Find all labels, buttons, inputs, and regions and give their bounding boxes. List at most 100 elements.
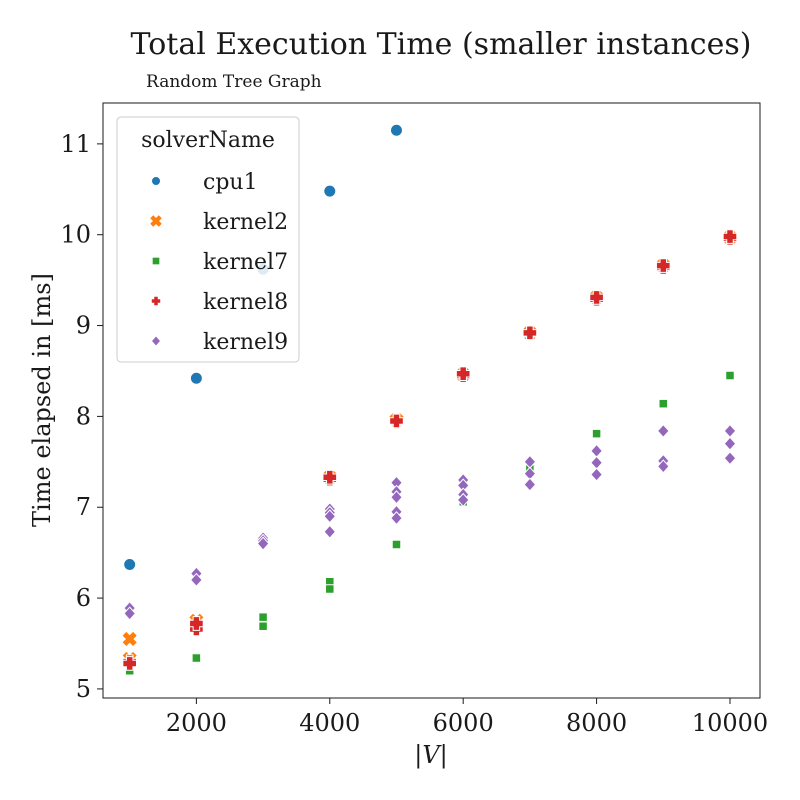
marker-shape [258,621,268,631]
marker-shape [323,509,337,524]
data-point-kernel7 [658,398,669,409]
data-point-kernel8 [322,469,338,485]
y-tick-label: 11 [60,130,91,158]
legend-label-kernel8: kernel8 [203,290,288,315]
plot-frame [102,102,761,699]
data-point-kernel7 [191,653,202,663]
data-point-kernel9 [390,490,403,505]
data-point-kernel8 [389,413,404,429]
x-tick-label: 2000 [166,709,227,737]
marker-shape [723,451,737,466]
marker-shape [151,256,161,266]
series-kernel9 [123,423,737,621]
legend-entry-kernel2: kernel2 [149,210,288,235]
marker-shape [655,258,671,273]
legend-label-kernel2: kernel2 [203,210,288,235]
marker-shape [656,423,670,439]
legend-entry-kernel7: kernel7 [151,250,288,275]
x-tick-label: 8000 [566,709,627,737]
marker-shape [322,469,338,485]
legend-marker-kernel9 [150,335,162,347]
marker-shape [151,176,161,186]
marker-shape [391,539,402,550]
marker-shape [590,467,603,482]
data-point-kernel9 [656,423,670,439]
marker-shape [591,428,602,439]
x-tick-label: 4000 [299,709,360,737]
chart-subtitle: Random Tree Graph [146,72,322,92]
data-point-kernel9 [256,536,270,551]
data-point-kernel9 [590,467,603,482]
data-point-kernel9 [390,511,403,526]
data-point-kernel9 [323,509,337,524]
marker-shape [589,290,604,305]
data-point-cpu1 [189,371,203,385]
legend-entry-kernel9: kernel9 [150,330,288,355]
legend-marker-kernel2 [149,214,163,228]
y-tick-label: 10 [60,221,91,249]
data-point-kernel9 [523,477,537,492]
marker-shape [658,398,669,409]
marker-shape [323,524,337,539]
data-point-kernel8 [589,290,604,305]
data-point-kernel9 [323,524,337,539]
marker-shape [189,371,203,385]
y-axis-label: Time elapsed in [ms] [28,273,56,527]
marker-shape [390,511,403,526]
y-tick-label: 7 [76,493,91,521]
marker-shape [189,616,204,631]
data-point-kernel8 [722,229,738,244]
marker-shape [323,184,337,198]
marker-shape [122,631,137,647]
marker-shape [723,436,737,451]
marker-shape [123,606,137,621]
marker-shape [325,584,335,594]
marker-shape [122,656,138,671]
y-tick-label: 6 [76,584,91,612]
data-point-kernel9 [723,451,737,466]
legend-entry-cpu1: cpu1 [151,170,258,195]
data-point-kernel8 [455,366,471,382]
legend-label-cpu1: cpu1 [203,170,258,195]
legend-title: solverName [141,128,275,153]
y-tick-label: 8 [76,402,91,430]
marker-shape [389,123,403,137]
y-tick-label: 9 [76,312,91,340]
legend-entry-kernel8: kernel8 [150,290,288,315]
marker-shape [123,557,137,571]
data-point-kernel8 [522,325,538,341]
legend-label-kernel7: kernel7 [203,250,288,275]
marker-shape [455,366,471,382]
data-point-cpu1 [389,123,403,137]
series-kernel8 [122,229,738,671]
data-point-kernel9 [123,606,137,621]
x-tick-label: 6000 [433,709,494,737]
marker-shape [150,295,162,307]
marker-shape [523,477,537,492]
marker-shape [725,370,735,381]
data-point-kernel7 [391,539,402,550]
data-point-kernel9 [190,572,203,587]
legend: solverName cpu1 kernel2 kernel7 kernel8 kerne… [116,116,300,363]
marker-shape [389,413,404,429]
data-point-cpu1 [123,557,137,571]
legend-marker-kernel7 [151,256,161,266]
marker-shape [656,459,670,474]
marker-shape [390,490,403,505]
marker-shape [191,653,202,663]
legend-label-kernel9: kernel9 [203,330,288,355]
legend-marker-kernel8 [150,295,162,307]
marker-shape [722,229,738,244]
data-point-kernel7 [258,612,268,622]
marker-shape [190,572,203,587]
legend-box [116,116,300,363]
data-point-kernel7 [591,428,602,439]
data-point-kernel7 [725,370,735,381]
marker-shape [456,492,470,508]
legend-marker-cpu1 [151,176,161,186]
data-point-kernel7 [258,621,268,631]
data-point-kernel8 [189,616,204,631]
marker-shape [258,612,268,622]
data-point-cpu1 [323,184,337,198]
